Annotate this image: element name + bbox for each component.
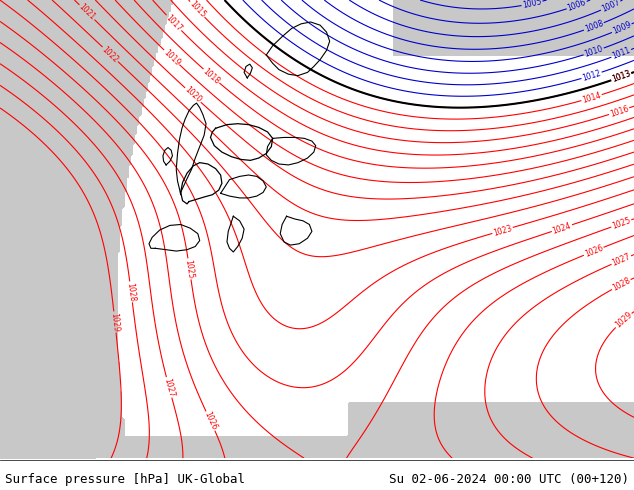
Text: 1027: 1027 [162,377,176,398]
Text: 1024: 1024 [552,221,573,235]
Text: 1007: 1007 [600,0,621,14]
Text: 1015: 1015 [187,0,207,20]
Text: 1029: 1029 [110,312,120,332]
Text: 1005: 1005 [522,0,543,10]
Text: 1014: 1014 [581,91,602,105]
Text: 1025: 1025 [611,216,632,231]
Text: 1013: 1013 [611,69,632,84]
Text: 1009: 1009 [611,20,633,36]
Text: 1026: 1026 [202,411,219,432]
Text: 1026: 1026 [583,244,604,259]
Text: 1023: 1023 [492,223,513,238]
Text: 1028: 1028 [126,282,137,302]
Text: 1017: 1017 [164,13,184,33]
Text: 1019: 1019 [162,48,182,67]
Text: 1025: 1025 [184,259,195,279]
Text: 1020: 1020 [183,85,203,105]
Text: 1018: 1018 [201,66,221,86]
Text: 1008: 1008 [583,19,604,34]
Text: 1016: 1016 [609,104,630,119]
Text: 1011: 1011 [611,46,632,61]
Text: Su 02-06-2024 00:00 UTC (00+120): Su 02-06-2024 00:00 UTC (00+120) [389,473,629,486]
Text: 1028: 1028 [611,276,632,293]
Text: 1013: 1013 [611,69,632,84]
Text: 1010: 1010 [583,44,604,59]
Text: 1029: 1029 [613,311,633,330]
Text: Surface pressure [hPa] UK-Global: Surface pressure [hPa] UK-Global [5,473,245,486]
Text: 1027: 1027 [611,252,632,268]
Text: 1012: 1012 [581,68,602,82]
Text: 1022: 1022 [100,45,120,64]
Text: 1021: 1021 [77,2,97,22]
Text: 1006: 1006 [566,0,587,13]
